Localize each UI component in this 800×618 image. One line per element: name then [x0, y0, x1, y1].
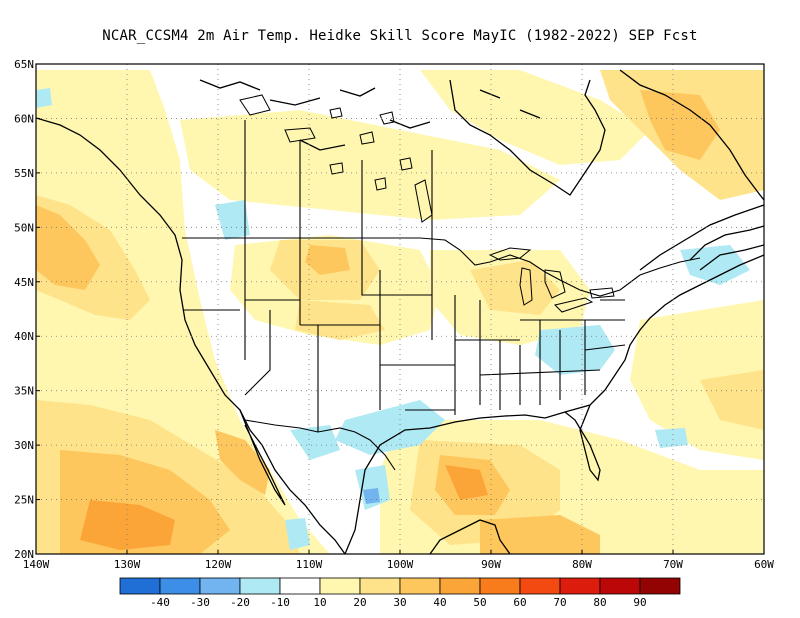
new-england-blue	[680, 245, 750, 285]
lat-label: 50N	[14, 221, 34, 234]
skill-shading	[36, 70, 764, 554]
lon-label: 110W	[296, 558, 323, 571]
lon-label: 130W	[114, 558, 141, 571]
yucatan-coastline	[429, 519, 511, 554]
lon-label: 120W	[205, 558, 232, 571]
wyoming-orange	[305, 245, 350, 275]
lake-winnipeg	[414, 179, 433, 223]
colorbar-label: 30	[393, 596, 406, 609]
lake-michigan	[519, 267, 533, 306]
canada-province-lines	[244, 120, 433, 238]
lake-erie	[554, 297, 594, 313]
pacific-orange-region-south-deep	[80, 500, 175, 550]
arctic-islands	[199, 79, 541, 151]
pacific-orange-region-north-core	[36, 205, 100, 290]
lon-label: 100W	[387, 558, 414, 571]
lat-label: 60N	[14, 112, 34, 125]
lat-label: 20N	[14, 548, 34, 561]
colorbar-label: -40	[150, 596, 170, 609]
lat-label: 25N	[14, 494, 34, 507]
colorbar-label: 70	[553, 596, 566, 609]
baja-orange-region	[215, 430, 270, 495]
map-outlines	[36, 69, 764, 554]
bc-blue	[215, 200, 250, 240]
colorbar-label: 60	[513, 596, 526, 609]
colorbar-label: 10	[313, 596, 326, 609]
gulf-coastline	[344, 404, 591, 554]
lat-label: 45N	[14, 276, 34, 289]
colorbar-swatch	[439, 577, 481, 595]
lat-label: 35N	[14, 385, 34, 398]
colorbar-swatch	[479, 577, 521, 595]
colorbar-label: -30	[190, 596, 210, 609]
hudson-yellow	[420, 70, 650, 165]
lon-label: 90W	[481, 558, 501, 571]
florida-coastline	[564, 389, 606, 482]
colorbar-label: 20	[353, 596, 366, 609]
colorbar-swatch	[599, 577, 641, 595]
longitude-axis: 140W 130W 120W 110W 100W 90W 80W 70W 60W	[23, 550, 774, 571]
lon-label: 60W	[754, 558, 774, 571]
lake-huron	[544, 269, 566, 299]
colorbar-swatch	[319, 577, 361, 595]
ohio-valley-blue	[535, 325, 615, 375]
nw-corner-blue	[36, 88, 52, 108]
lat-label: 40N	[14, 330, 34, 343]
caribbean-orange	[480, 515, 600, 554]
colorbar-label: -20	[230, 596, 250, 609]
mexico-blue	[285, 518, 310, 550]
colorbar-swatch	[279, 577, 321, 595]
lat-label: 55N	[14, 167, 34, 180]
colorbar-swatch	[159, 577, 201, 595]
sw-blue	[290, 425, 340, 460]
colorbar-swatch	[519, 577, 561, 595]
lon-label: 140W	[23, 558, 50, 571]
colorbar-label: -10	[270, 596, 290, 609]
gridlines	[36, 64, 764, 554]
us-state-lines	[183, 238, 626, 432]
map-title: NCAR_CCSM4 2m Air Temp. Heidke Skill Sco…	[102, 28, 698, 44]
colorbar: -40 -30 -20 -10 10 20 30 40 50 60 70 80 90	[119, 577, 681, 609]
texas-blue	[335, 400, 445, 455]
great-lakes-orange	[470, 260, 560, 315]
nova-scotia-coast	[689, 225, 764, 271]
latitude-axis: 20N 25N 30N 35N 40N 45N 50N 55N 60N 65N	[14, 58, 40, 561]
plot-area	[36, 64, 764, 554]
colorbar-label: 40	[433, 596, 446, 609]
colorbar-swatch	[559, 577, 601, 595]
florida-blue	[655, 428, 688, 448]
colorbar-swatch	[119, 577, 161, 595]
baja-coastline	[239, 409, 286, 506]
lon-label: 70W	[663, 558, 683, 571]
gulf-blue-core	[363, 488, 380, 504]
colorbar-swatch	[639, 577, 681, 595]
colorbar-swatch	[239, 577, 281, 595]
hudson-bay-coast	[449, 79, 606, 196]
small-lakes	[329, 107, 413, 191]
colorbar-label: 50	[473, 596, 486, 609]
lat-label: 65N	[14, 58, 34, 71]
colorbar-swatch	[359, 577, 401, 595]
lakes	[239, 94, 615, 313]
pacific-coastline	[36, 117, 346, 554]
atlantic-orange	[700, 370, 764, 430]
colorbar-swatch	[199, 577, 241, 595]
colorbar-swatch	[399, 577, 441, 595]
lake-superior	[488, 247, 532, 261]
lon-label: 80W	[572, 558, 592, 571]
us-mexico-border	[244, 419, 396, 471]
quebec-orange-core	[640, 90, 720, 160]
lake-ontario	[589, 287, 615, 299]
atlantic-coastline	[604, 254, 764, 391]
colorbar-label: 80	[593, 596, 606, 609]
colorbar-label: 90	[633, 596, 646, 609]
great-slave-lake	[284, 127, 316, 143]
great-bear-lake	[239, 94, 271, 116]
st-lawrence	[639, 204, 764, 271]
labrador-coast	[619, 69, 764, 201]
gulf-orange-deep	[445, 465, 488, 500]
lat-label: 30N	[14, 439, 34, 452]
canada-yellow-belt	[180, 110, 560, 220]
